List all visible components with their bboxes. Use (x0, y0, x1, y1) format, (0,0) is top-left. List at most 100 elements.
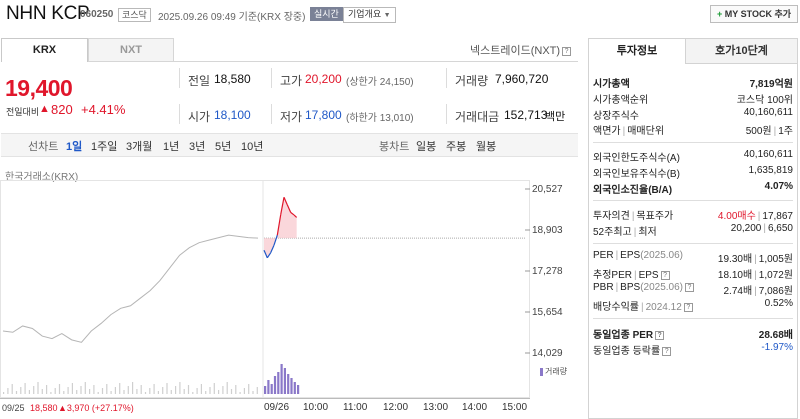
per-row: PER | EPS(2025.06) 19.30배 | 1,005원 (593, 250, 793, 266)
low-value: 17,800 (305, 108, 342, 122)
eps-period: (2025.06) (640, 250, 683, 261)
volume-bar-prev-day (106, 384, 108, 394)
up-arrow-icon: ▲ (39, 103, 50, 115)
divider (446, 68, 447, 88)
volume-legend-label: 거래량 (545, 367, 568, 376)
period-tab-5y[interactable]: 5년 (215, 141, 232, 153)
help-icon[interactable]: ? (562, 46, 572, 56)
period-tab-10y[interactable]: 10년 (241, 141, 264, 153)
y-tick-label: 15,654 (532, 307, 563, 318)
volume-bar-prev-day (46, 385, 48, 394)
volume-bar-prev-day (183, 389, 185, 394)
help-icon[interactable]: ? (685, 282, 694, 292)
volume-bar-prev-day (213, 383, 215, 394)
y-tick-label: 18,903 (532, 225, 563, 236)
volume-bar-prev-day (175, 386, 177, 394)
est-per-value: 18.10배 (717, 270, 753, 281)
series-segment-up (286, 204, 292, 213)
market-cap-rank-row: 시가총액순위 코스닥 100위 (593, 91, 793, 107)
y-tick-label: 20,527 (532, 184, 563, 195)
line-chart-button[interactable]: 선차트 (28, 141, 59, 153)
tab-nxt[interactable]: NXT (88, 38, 174, 62)
volume-bar (293, 382, 296, 394)
nextrade-link[interactable]: 넥스트레이드(NXT)? (470, 42, 572, 58)
divider (271, 68, 272, 88)
lower-limit: (하한가 13,010) (346, 113, 414, 124)
series-segment-down (263, 250, 268, 259)
volume-bar-prev-day (71, 383, 73, 394)
upper-limit: (상한가 24,150) (346, 77, 414, 88)
opinion-label: 투자의견 (593, 211, 630, 222)
volume-bar-prev-day (63, 391, 65, 394)
dividend-label: 배당수익률 (593, 302, 639, 313)
divider (446, 104, 447, 124)
market-cap-value: 7,819억원 (749, 79, 793, 90)
volume-bar-prev-day (235, 385, 237, 394)
period-tab-3m[interactable]: 3개월 (126, 141, 153, 153)
volume-value: 7,960,720 (495, 72, 549, 86)
industry-per-row: 동일업종 PER? 28.68배 (593, 326, 793, 342)
candle-chart-button[interactable]: 봉차트 (379, 141, 410, 153)
volume-bar-prev-day (226, 382, 228, 394)
tab-krx[interactable]: KRX (1, 38, 88, 62)
trade-value: 152,713 (504, 108, 548, 122)
volume-bar-prev-day (101, 388, 104, 394)
pbr-value-group: 2.74배 | 7,086원 (723, 286, 793, 297)
pbr-row: PBR | BPS(2025.06)? 2.74배 | 7,086원 (593, 282, 793, 298)
help-icon[interactable]: ? (655, 330, 665, 340)
realtime-badge[interactable]: 실시간 (310, 7, 343, 21)
series-segment-up (280, 197, 285, 216)
tab-divider (174, 61, 578, 62)
series-segment-up (290, 211, 295, 216)
volume-bar-prev-day (114, 387, 116, 394)
x-axis-line (0, 398, 530, 399)
volume-bar-prev-day (166, 383, 168, 394)
volume-bar-prev-day (15, 391, 18, 394)
foreign-holding-row: 외국인보유주식수(B) 1,635,819 (593, 165, 793, 181)
tab-investment-info[interactable]: 투자정보 (589, 39, 686, 64)
period-tab-3y[interactable]: 3년 (189, 141, 206, 153)
prev-close-value: 18,580 (214, 72, 251, 86)
company-overview-dropdown[interactable]: 기업개요 ▼ (343, 7, 396, 23)
opinion-value-group: 4.00매수 | 17,867 (717, 211, 793, 222)
investment-info-panel (588, 38, 798, 419)
period-tab-1y[interactable]: 1년 (163, 141, 180, 153)
week52-value-group: 20,200 | 6,650 (730, 223, 793, 234)
period-tab-1d[interactable]: 1일 (66, 141, 83, 153)
volume-bar (267, 380, 270, 394)
help-icon[interactable]: ? (660, 270, 670, 280)
per-label-group: PER | EPS(2025.06) (593, 250, 683, 261)
candle-tab-daily[interactable]: 일봉 (416, 141, 437, 153)
help-icon[interactable]: ? (662, 346, 672, 356)
prev-day-close: 18,580 (30, 403, 58, 413)
volume-bar-prev-day (58, 384, 61, 394)
period-tab-1w[interactable]: 1주일 (91, 141, 118, 153)
market-cap-label: 시가총액 (593, 79, 630, 90)
nextrade-link-label: 넥스트레이드(NXT) (470, 45, 561, 57)
help-icon[interactable]: ? (683, 302, 693, 312)
candle-tab-monthly[interactable]: 월봉 (476, 141, 497, 153)
volume-bar (264, 386, 267, 394)
low-label: 저가 (280, 110, 303, 124)
foreign-ratio-value: 4.07% (764, 181, 793, 192)
dividend-label-group: 배당수익률 | 2024.12? (593, 298, 693, 313)
opinion-label-group: 투자의견 | 목표주가 (593, 211, 674, 222)
industry-per-value: 28.68배 (758, 330, 793, 341)
volume-bar-prev-day (218, 390, 220, 394)
market-cap-rank-label: 시가총액순위 (593, 95, 649, 106)
dividend-value: 0.52% (764, 298, 793, 309)
series-area-today (264, 197, 297, 258)
volume-bar-prev-day (162, 387, 164, 394)
per-value-group: 19.30배 | 1,005원 (717, 254, 793, 265)
volume-bar-prev-day (76, 390, 78, 394)
volume-bar-prev-day (149, 388, 151, 394)
tab-orderbook-10[interactable]: 호가10단계 (686, 39, 797, 64)
candle-tab-weekly[interactable]: 주봉 (446, 141, 467, 153)
volume-bar-prev-day (7, 388, 9, 394)
prev-day-change: ▲3,970 (+27.17%) (58, 403, 134, 413)
market-cap-row: 시가총액 7,819억원 (593, 75, 793, 91)
eps-value: 1,005원 (758, 254, 793, 265)
add-my-stock-button[interactable]: + MY STOCK 추가 (710, 5, 798, 23)
par-value-value: 500원 | 1주 (745, 126, 793, 137)
price-chart[interactable] (0, 180, 530, 398)
